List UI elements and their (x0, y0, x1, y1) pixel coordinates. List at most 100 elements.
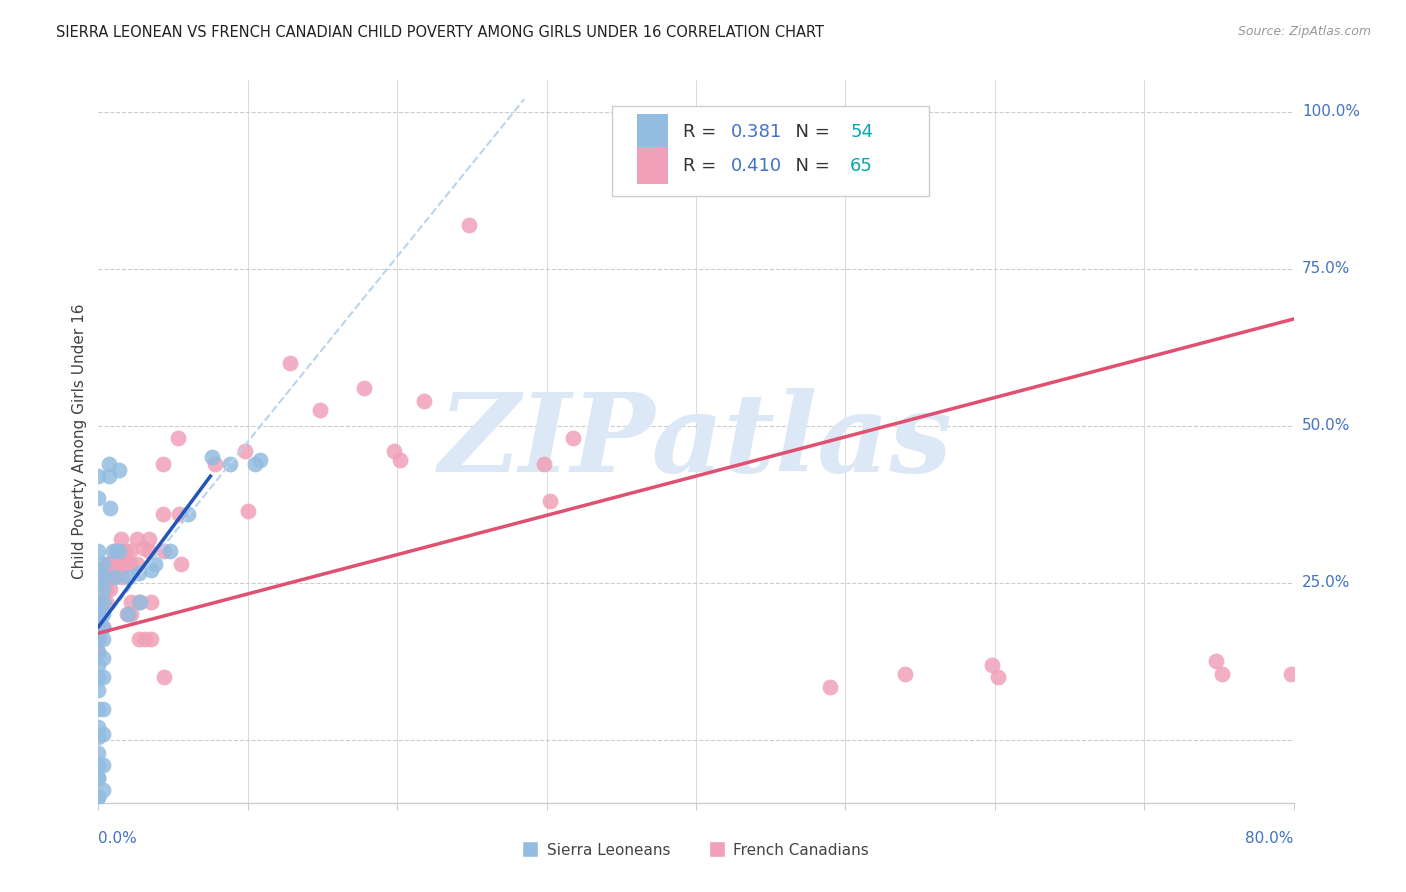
Point (87, 746, 110, 760)
Point (87, 657, 110, 672)
Text: 0.0%: 0.0% (98, 830, 138, 846)
Point (308, 403, 330, 417)
Point (91, 620, 114, 634)
Point (87, 645, 110, 659)
Point (820, 680, 842, 694)
Point (1211, 667, 1233, 681)
Point (382, 444, 405, 458)
Point (108, 463, 131, 477)
Point (538, 494, 561, 508)
Point (219, 457, 242, 471)
Point (143, 557, 166, 571)
Point (987, 670, 1010, 684)
Point (249, 453, 271, 467)
Point (118, 557, 141, 571)
Point (98, 500, 122, 515)
Point (87, 491, 110, 505)
Point (87, 563, 110, 577)
Point (129, 595, 152, 609)
Point (87, 607, 110, 622)
Text: R =: R = (683, 123, 721, 141)
Point (138, 544, 160, 558)
Point (389, 453, 412, 467)
Point (117, 607, 139, 622)
Point (96, 557, 118, 571)
Point (103, 557, 125, 571)
Point (233, 444, 256, 458)
Point (152, 457, 174, 471)
Point (894, 667, 917, 681)
Point (91, 582, 114, 597)
Text: 54: 54 (851, 123, 873, 141)
FancyBboxPatch shape (637, 147, 668, 184)
Text: N =: N = (785, 123, 837, 141)
Point (87, 607, 110, 622)
Point (118, 544, 141, 558)
Point (87, 682, 110, 697)
Legend: Sierra Leoneans, French Canadians: Sierra Leoneans, French Canadians (516, 837, 876, 863)
Point (127, 557, 149, 571)
Text: ZIPatlas: ZIPatlas (439, 388, 953, 495)
Point (177, 507, 200, 521)
Point (533, 457, 555, 471)
Text: 80.0%: 80.0% (1246, 830, 1294, 846)
Point (413, 393, 436, 408)
Point (103, 544, 125, 558)
Point (87, 632, 110, 647)
Point (107, 560, 129, 574)
Point (91, 595, 114, 609)
Point (91, 783, 114, 797)
Y-axis label: Child Poverty Among Girls Under 16: Child Poverty Among Girls Under 16 (72, 304, 87, 579)
Point (87, 771, 110, 785)
Point (132, 541, 155, 556)
Text: 50.0%: 50.0% (1302, 418, 1350, 434)
Point (91, 557, 114, 571)
Point (87, 758, 110, 772)
Point (201, 450, 224, 465)
Point (115, 607, 138, 622)
Point (91, 569, 114, 583)
Point (153, 670, 176, 684)
FancyBboxPatch shape (637, 114, 668, 151)
Point (98, 557, 122, 571)
Point (87, 620, 110, 634)
Point (87, 575, 110, 590)
Point (94, 595, 117, 609)
Point (87, 645, 110, 659)
Point (87, 789, 110, 804)
Point (87, 469, 110, 483)
Point (127, 532, 149, 546)
Point (1205, 655, 1227, 669)
Point (111, 569, 134, 583)
Point (91, 620, 114, 634)
Point (87, 771, 110, 785)
Point (278, 356, 301, 370)
Text: N =: N = (785, 156, 837, 175)
Point (87, 632, 110, 647)
Point (98, 582, 122, 597)
Point (97, 457, 120, 471)
Point (152, 507, 174, 521)
Point (91, 701, 114, 715)
Point (980, 657, 1002, 672)
Point (159, 544, 181, 558)
Point (87, 701, 110, 715)
Point (87, 595, 110, 609)
Point (105, 557, 128, 571)
Text: Source: ZipAtlas.com: Source: ZipAtlas.com (1237, 25, 1371, 38)
Point (117, 569, 139, 583)
Point (128, 566, 150, 581)
Point (153, 544, 176, 558)
Point (204, 457, 226, 471)
Point (128, 632, 150, 647)
Point (87, 620, 110, 634)
Point (91, 607, 114, 622)
Point (87, 730, 110, 744)
Point (1279, 667, 1302, 681)
Point (105, 544, 128, 558)
Point (91, 670, 114, 684)
Text: 0.410: 0.410 (731, 156, 782, 175)
Point (110, 532, 132, 546)
Point (353, 381, 375, 395)
Point (91, 595, 114, 609)
